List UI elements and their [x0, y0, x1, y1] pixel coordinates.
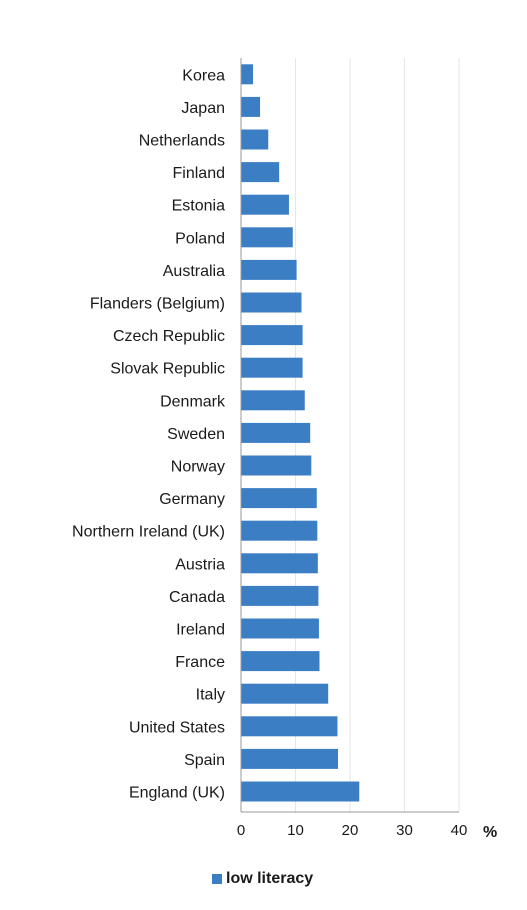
category-label: Poland: [175, 230, 225, 247]
bar: [241, 422, 311, 443]
category-label: Japan: [181, 100, 225, 117]
legend-swatch: [212, 874, 222, 884]
category-label: Sweden: [167, 426, 225, 443]
bar: [241, 748, 339, 769]
category-label: Germany: [159, 491, 225, 508]
category-label: Denmark: [160, 393, 226, 410]
category-label: Austria: [175, 556, 225, 573]
bar: [241, 64, 253, 85]
bar: [241, 455, 312, 476]
bar: [241, 488, 317, 509]
bar: [241, 325, 303, 346]
bars: [241, 64, 360, 802]
category-label: Italy: [196, 687, 225, 704]
x-tick-label: 30: [396, 822, 413, 839]
bar: [241, 357, 303, 378]
category-label: Czech Republic: [113, 328, 225, 345]
category-label: Netherlands: [139, 133, 225, 150]
x-tick-label: 20: [342, 822, 359, 839]
bar: [241, 162, 280, 183]
category-label: Slovak Republic: [110, 361, 225, 378]
category-label: Estonia: [172, 198, 225, 215]
bar: [241, 781, 360, 802]
category-label: Northern Ireland (UK): [72, 524, 225, 541]
x-tick-labels: 0 10 20 30 40: [237, 822, 468, 839]
bar: [241, 259, 297, 280]
category-label: Flanders (Belgium): [90, 296, 225, 313]
category-labels: Korea Japan Netherlands Finland Estonia Polan…: [72, 67, 226, 801]
bar: [241, 292, 302, 313]
category-label: Ireland: [176, 622, 225, 639]
bar: [241, 683, 329, 704]
x-tick-label: 10: [287, 822, 304, 839]
category-label: United States: [129, 719, 225, 736]
legend: low literacy: [212, 870, 313, 888]
bar: [241, 651, 320, 672]
category-label: Canada: [169, 589, 225, 606]
x-tick-label: 0: [237, 822, 245, 839]
bar: [241, 129, 269, 150]
x-unit-label: %: [483, 824, 497, 841]
bar: [241, 618, 319, 639]
bar-chart: Korea Japan Netherlands Finland Estonia Polan…: [72, 58, 497, 841]
category-label: Norway: [171, 459, 225, 476]
category-label: France: [175, 654, 225, 671]
bar: [241, 227, 293, 248]
bar: [241, 194, 289, 215]
bar: [241, 96, 261, 117]
bar: [241, 585, 319, 606]
bar: [241, 520, 318, 541]
bar: [241, 553, 318, 574]
category-label: Spain: [184, 752, 225, 769]
bar: [241, 390, 305, 411]
legend-label: low literacy: [226, 870, 314, 887]
bar: [241, 716, 338, 737]
category-label: Finland: [173, 165, 225, 182]
x-tick-label: 40: [451, 822, 468, 839]
category-label: England (UK): [129, 785, 225, 802]
category-label: Australia: [163, 263, 225, 280]
category-label: Korea: [182, 67, 225, 84]
